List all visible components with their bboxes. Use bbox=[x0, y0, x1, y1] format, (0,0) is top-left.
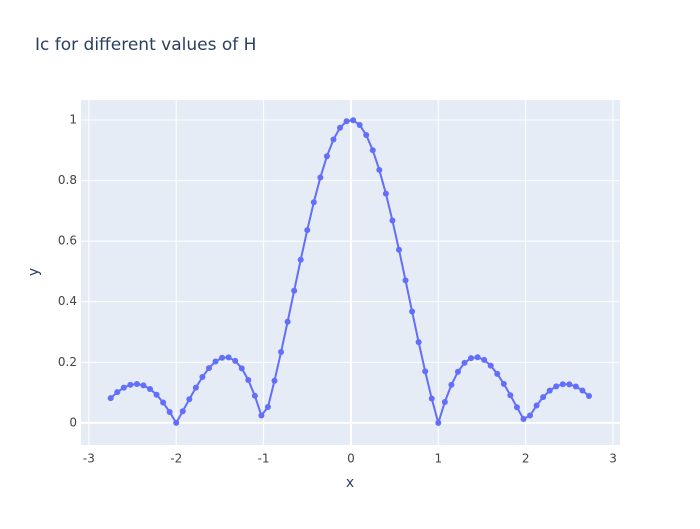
data-point bbox=[297, 256, 304, 263]
x-tick-label: 2 bbox=[522, 452, 530, 466]
data-point bbox=[147, 385, 154, 392]
data-point bbox=[435, 419, 442, 426]
data-point bbox=[579, 387, 586, 394]
data-point bbox=[127, 381, 134, 388]
data-point bbox=[205, 365, 212, 372]
data-point bbox=[199, 373, 206, 380]
data-point bbox=[120, 384, 127, 391]
data-point bbox=[350, 117, 357, 124]
data-point bbox=[494, 370, 501, 377]
y-tick-label: 0.2 bbox=[58, 355, 77, 369]
data-point bbox=[382, 190, 389, 197]
data-point bbox=[540, 394, 547, 401]
data-point bbox=[245, 376, 252, 383]
data-point bbox=[566, 381, 573, 388]
data-point bbox=[546, 387, 553, 394]
x-tick-label: 1 bbox=[434, 452, 442, 466]
x-tick-label: 0 bbox=[347, 452, 355, 466]
data-point bbox=[304, 227, 311, 234]
data-point bbox=[258, 412, 265, 419]
data-point bbox=[441, 398, 448, 405]
data-point bbox=[395, 246, 402, 253]
data-point bbox=[461, 359, 468, 366]
y-tick-label: 0.4 bbox=[58, 294, 77, 308]
data-point bbox=[323, 153, 330, 160]
data-point bbox=[389, 217, 396, 224]
data-point bbox=[454, 368, 461, 375]
data-point bbox=[166, 409, 173, 416]
data-point bbox=[140, 382, 147, 389]
data-point bbox=[363, 132, 370, 139]
x-axis-title: x bbox=[346, 475, 354, 491]
data-point bbox=[356, 121, 363, 128]
data-point bbox=[330, 136, 337, 143]
x-tick-label: -2 bbox=[170, 452, 182, 466]
data-point bbox=[448, 381, 455, 388]
data-point bbox=[572, 383, 579, 390]
data-point bbox=[481, 356, 488, 363]
data-point bbox=[278, 349, 285, 356]
y-tick-label: 0.6 bbox=[58, 234, 77, 248]
data-point bbox=[513, 404, 520, 411]
data-point bbox=[114, 389, 121, 396]
x-tick-label: -1 bbox=[258, 452, 270, 466]
data-point bbox=[559, 381, 566, 388]
data-point bbox=[310, 199, 317, 206]
data-point bbox=[192, 384, 199, 391]
data-point bbox=[487, 362, 494, 369]
data-point bbox=[153, 391, 160, 398]
x-tick-label: 3 bbox=[609, 452, 617, 466]
data-point bbox=[179, 408, 186, 415]
data-point bbox=[160, 399, 167, 406]
y-tick-label: 0 bbox=[69, 415, 77, 429]
data-point bbox=[291, 287, 298, 294]
y-tick-label: 0.8 bbox=[58, 173, 77, 187]
data-point bbox=[264, 404, 271, 411]
y-tick-label: 1 bbox=[69, 112, 77, 126]
data-point bbox=[585, 392, 592, 399]
data-point bbox=[474, 354, 481, 361]
data-point bbox=[422, 368, 429, 375]
data-point bbox=[271, 377, 278, 384]
data-point bbox=[507, 392, 514, 399]
data-point bbox=[284, 318, 291, 325]
data-point bbox=[376, 166, 383, 173]
data-point bbox=[212, 358, 219, 365]
data-point bbox=[468, 355, 475, 362]
data-point bbox=[225, 354, 232, 361]
data-point bbox=[251, 392, 258, 399]
data-point bbox=[133, 381, 140, 388]
data-point bbox=[527, 412, 534, 419]
data-point bbox=[533, 402, 540, 409]
data-point bbox=[173, 419, 180, 426]
x-tick-label: -3 bbox=[83, 452, 95, 466]
data-point bbox=[553, 383, 560, 390]
chart-title: Ic for different values of H bbox=[35, 35, 256, 55]
y-axis-title: y bbox=[26, 268, 42, 276]
data-point bbox=[317, 174, 324, 181]
data-point bbox=[238, 365, 245, 372]
data-point bbox=[343, 118, 350, 125]
data-point bbox=[428, 395, 435, 402]
data-point bbox=[219, 354, 226, 361]
data-point bbox=[409, 308, 416, 315]
data-point bbox=[500, 380, 507, 387]
data-point bbox=[232, 357, 239, 364]
data-point bbox=[369, 147, 376, 154]
data-point bbox=[415, 339, 422, 346]
data-point bbox=[107, 395, 114, 402]
data-point bbox=[402, 277, 409, 284]
data-point bbox=[337, 124, 344, 131]
data-point bbox=[520, 416, 527, 423]
data-point bbox=[186, 396, 193, 403]
